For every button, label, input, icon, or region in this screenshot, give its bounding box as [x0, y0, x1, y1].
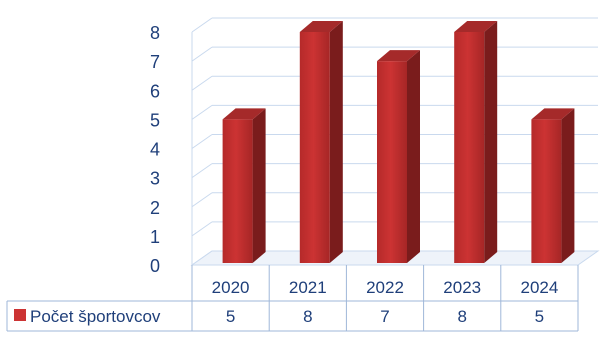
bar-top — [531, 108, 575, 120]
bar — [222, 119, 253, 263]
y-tick-label: 8 — [150, 23, 160, 43]
y-tick-label: 2 — [150, 198, 160, 218]
bar-side — [252, 108, 266, 263]
gridline-wall — [191, 46, 213, 62]
bar-top — [299, 21, 343, 32]
gridline-wall — [191, 163, 213, 179]
bar-side — [484, 21, 498, 263]
bar-side — [407, 50, 420, 263]
y-tick-label: 7 — [150, 52, 160, 72]
bar — [531, 119, 562, 263]
bar-side — [561, 108, 575, 263]
bar-side — [329, 21, 343, 263]
bar-top — [454, 21, 498, 32]
data-table-value: 5 — [535, 307, 544, 326]
data-table-value: 8 — [457, 307, 466, 326]
gridline-wall — [191, 221, 213, 237]
y-tick-label: 3 — [150, 169, 160, 189]
gridline-wall — [191, 134, 213, 149]
legend-swatch — [14, 309, 26, 321]
data-table-value: 7 — [380, 307, 389, 326]
bar-top — [222, 108, 266, 120]
bar — [377, 61, 407, 263]
x-tick-label: 2022 — [366, 278, 404, 297]
gridline-wall — [191, 104, 213, 120]
y-tick-label: 5 — [150, 110, 160, 130]
gridline-wall — [191, 17, 213, 33]
bar — [299, 32, 330, 263]
data-table-value: 8 — [303, 307, 312, 326]
data-table-value: 5 — [226, 307, 235, 326]
gridline-wall — [191, 192, 213, 208]
y-tick-label: 4 — [150, 140, 160, 160]
bar — [454, 32, 485, 263]
x-tick-label: 2024 — [520, 278, 558, 297]
gridline-wall — [191, 75, 213, 91]
y-tick-label: 6 — [150, 81, 160, 101]
x-tick-label: 2020 — [212, 278, 250, 297]
x-tick-label: 2023 — [443, 278, 481, 297]
x-tick-label: 2021 — [289, 278, 327, 297]
y-tick-label: 1 — [150, 227, 160, 247]
y-tick-label: 0 — [150, 256, 160, 276]
bar-top — [377, 50, 420, 62]
legend-label: Počet športovcov — [30, 307, 161, 326]
